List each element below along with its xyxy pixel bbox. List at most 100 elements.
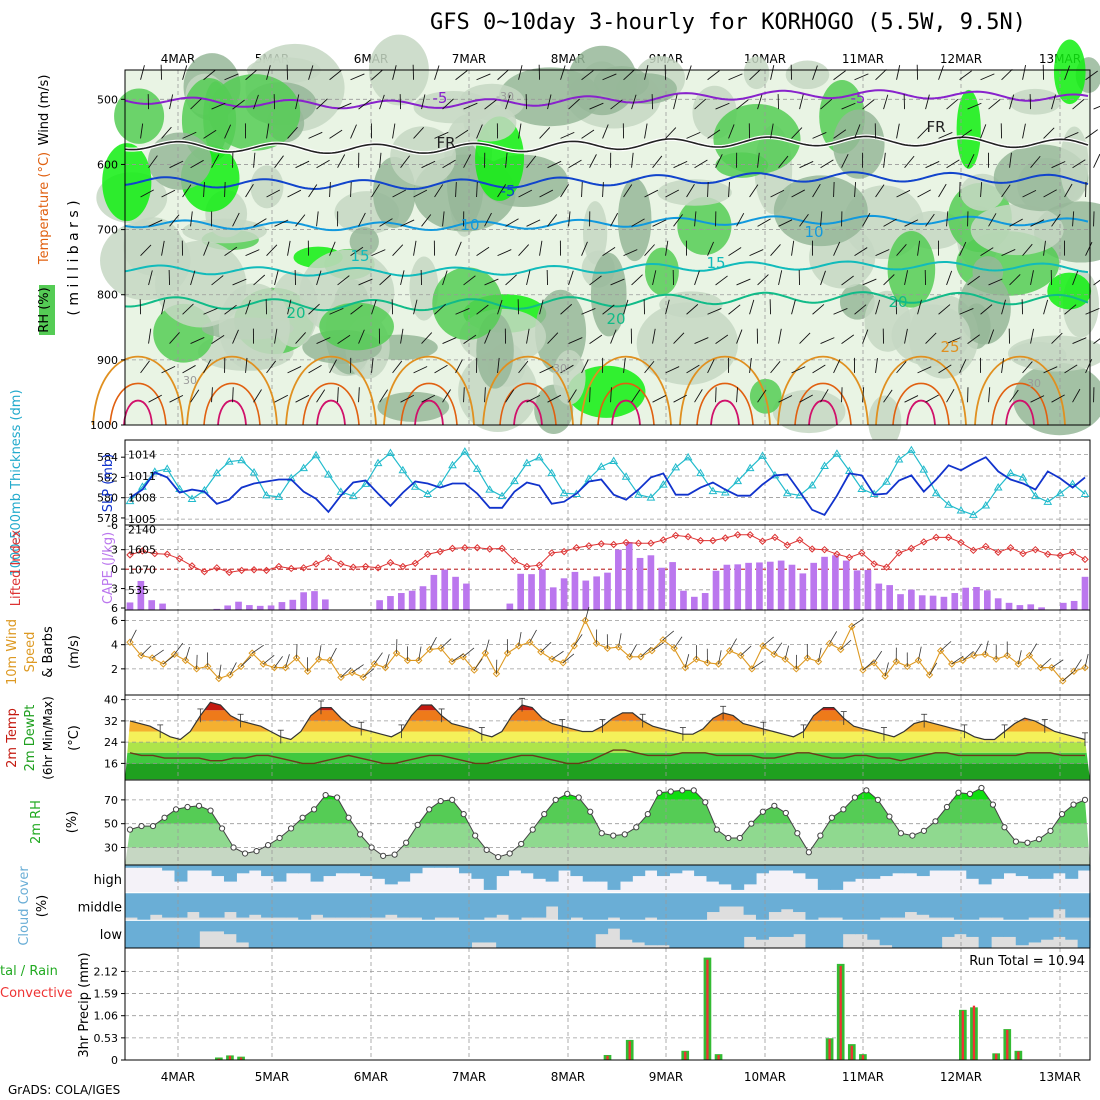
wind-barb: [799, 160, 814, 169]
y-tick-label: 30: [104, 842, 118, 855]
minmax-axis-label: (6hr Min/Max): [41, 696, 55, 780]
wind-barb: [329, 307, 344, 315]
wind-barb-10m: [629, 644, 637, 657]
wind-barb: [862, 278, 877, 286]
rh-point: [310, 806, 318, 813]
cape-bar: [712, 570, 720, 610]
wind-barb: [602, 247, 616, 257]
wind-barb: [946, 270, 953, 286]
wind-barb: [329, 241, 336, 256]
slp-point: [596, 462, 606, 470]
rh-point: [403, 839, 410, 846]
cloud-cell: [360, 920, 374, 948]
wind-barb: [1072, 337, 1087, 344]
date-tick-top: 4MAR: [161, 52, 196, 66]
rh-contour-fill: [567, 45, 637, 116]
wind10-axis-label: 10m Wind: [5, 619, 20, 685]
cloud-cell: [916, 920, 930, 948]
cloud-cell: [298, 892, 312, 921]
wind-barb: [791, 127, 803, 139]
precip-conv-bar: [228, 1055, 232, 1060]
wind-speed-point: [892, 657, 900, 666]
wind-barb: [400, 328, 404, 344]
wind-barb: [959, 241, 967, 256]
wind-barb: [715, 387, 717, 403]
cloud-cell: [174, 892, 188, 918]
wind-barb: [266, 65, 271, 80]
cloud-cell: [372, 865, 386, 879]
wind-barb: [833, 359, 841, 374]
wind-barb: [589, 154, 597, 168]
wind-barb: [463, 275, 476, 286]
rh-point: [897, 830, 905, 837]
rh-point: [483, 846, 490, 853]
rh-point: [955, 789, 962, 796]
wind-barb: [1051, 94, 1056, 110]
cloud-cell: [892, 892, 906, 918]
wind-barb-10m: [773, 642, 783, 655]
y-tick-label-right: 1011: [128, 470, 156, 483]
wind-barb: [560, 364, 574, 374]
precip-conv-bar: [828, 1039, 831, 1060]
cape-bar: [213, 608, 221, 610]
cloud-cell: [1065, 892, 1079, 918]
wind-speed-point: [1081, 663, 1089, 672]
slp-point: [336, 487, 346, 495]
contour-25: [482, 355, 574, 426]
rh-point: [241, 850, 249, 857]
wind-speed-point: [714, 660, 723, 668]
wind-barb: [169, 94, 174, 110]
wind-barb: [308, 364, 322, 374]
cloud-cell: [991, 865, 1004, 879]
cloud-cell: [731, 865, 745, 890]
wind-barb: [526, 270, 531, 286]
slp-point: [882, 477, 891, 485]
wind-speed-point: [936, 647, 945, 655]
lifted-index-point: [349, 563, 357, 571]
contour-label: FR: [436, 134, 455, 152]
cloud-cell: [966, 920, 980, 937]
cloud-cell: [409, 920, 423, 948]
cloud-cell: [768, 920, 782, 937]
rh-point: [1035, 836, 1043, 843]
cape-bar: [647, 555, 655, 610]
cloud-cell: [223, 892, 237, 913]
rh-contour-fill: [773, 175, 868, 247]
wind-barb: [812, 65, 818, 80]
wind-barb: [455, 307, 470, 315]
cloud-cell: [694, 865, 708, 877]
cloud-cell: [793, 892, 807, 913]
wind-speed-point: [159, 660, 168, 668]
wind-barb: [946, 337, 961, 344]
wind-barb: [778, 395, 793, 403]
wind-barb-10m: [851, 618, 864, 627]
wind-barb: [652, 395, 667, 403]
wind-speed-point: [215, 674, 223, 683]
lifted-index-point: [411, 559, 419, 567]
wind-speed-point: [703, 659, 712, 667]
wind-barb: [707, 241, 714, 256]
wind-barb: [316, 270, 322, 286]
wind-barb: [526, 155, 537, 168]
wind-barb: [442, 211, 445, 227]
contour-35: [808, 399, 838, 426]
cloud-cell: [731, 920, 745, 948]
slp-point: [969, 510, 978, 518]
cloud-cell: [310, 865, 324, 882]
wind-speed-point: [537, 648, 545, 656]
cloud-cell: [731, 892, 745, 907]
wind-barb: [547, 394, 562, 403]
contour-label: 15: [706, 254, 725, 272]
wind-speed-point: [281, 663, 290, 672]
rh-point: [909, 832, 916, 839]
cloud-cell: [929, 920, 943, 948]
wind-barb-10m: [640, 646, 652, 658]
wind-barb: [694, 270, 700, 286]
wind-barb: [707, 182, 709, 198]
wind-barb: [862, 99, 875, 110]
wind-barb: [791, 240, 795, 256]
cloud-cell: [582, 892, 596, 921]
wind-speed-point: [903, 662, 912, 671]
wind-barb: [434, 364, 448, 374]
wind-barb: [190, 211, 193, 227]
